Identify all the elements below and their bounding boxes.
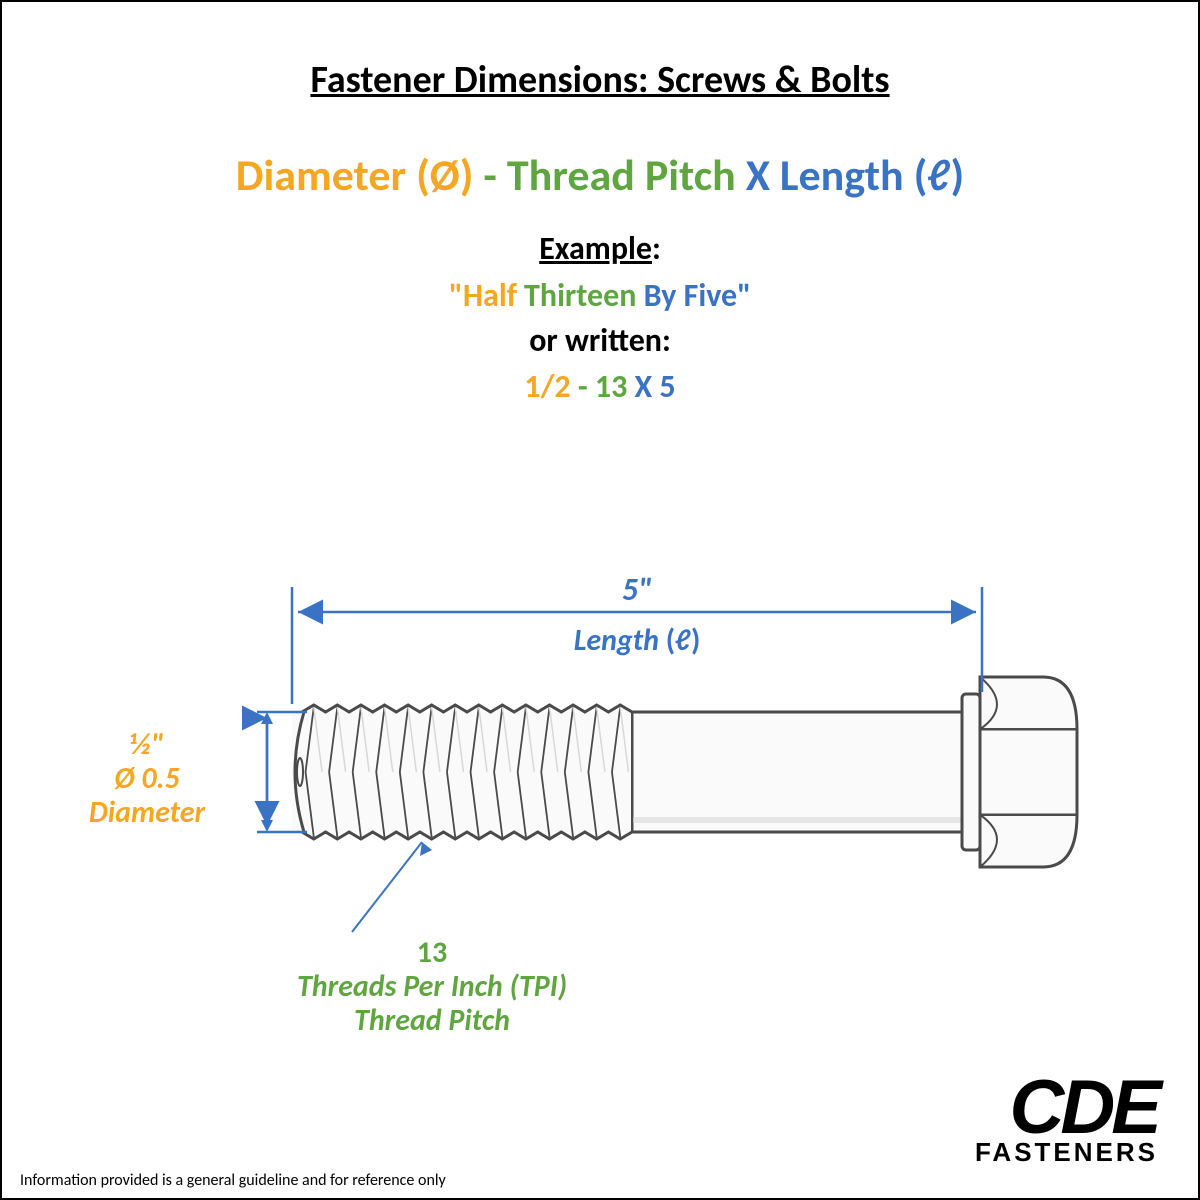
open-quote: " (449, 276, 463, 315)
written-dash: - (571, 367, 595, 406)
bolt-diagram: 5" Length (ℓ) ½"Ø 0.5Diameter 13Threads Per… (2, 542, 1200, 1042)
formula-length: Length (ℓ) (780, 148, 964, 202)
footer-disclaimer: Information provided is a general guidel… (20, 1171, 446, 1190)
logo-text-small: FASTENERS (975, 1137, 1158, 1168)
svg-text:Thread Pitch: Thread Pitch (354, 1002, 510, 1039)
svg-text:5": 5" (622, 570, 652, 609)
written-x: X (627, 367, 659, 406)
spoken-by-five: By Five (636, 276, 737, 315)
svg-text:Length (ℓ): Length (ℓ) (574, 622, 701, 659)
svg-text:13: 13 (417, 934, 447, 971)
written-half: 1/2 (524, 367, 570, 406)
formula-dash: - (473, 148, 506, 202)
formula-diameter: Diameter (Ø) (236, 148, 474, 202)
title-suffix: : Screws & Bolts (638, 57, 890, 103)
example-spoken: "Half Thirteen By Five" (2, 274, 1198, 319)
logo-text-big: CDE (975, 1076, 1158, 1141)
page-title: Fastener Dimensions: Screws & Bolts (2, 57, 1198, 103)
example-written: 1/2 - 13 X 5 (2, 365, 1198, 410)
example-colon: : (652, 229, 661, 268)
example-block: Example: "Half Thirteen By Five" or writ… (2, 227, 1198, 410)
svg-text:Ø 0.5: Ø 0.5 (114, 760, 180, 797)
formula-x: X (736, 148, 780, 202)
svg-text:Diameter: Diameter (89, 794, 206, 831)
svg-text:Threads Per Inch (TPI): Threads Per Inch (TPI) (297, 968, 567, 1005)
formula-line: Diameter (Ø) - Thread Pitch X Length (ℓ) (2, 148, 1198, 202)
formula-pitch: Thread Pitch (507, 148, 736, 202)
bolt-illustration (292, 677, 1077, 867)
or-written-label: or written: (2, 319, 1198, 364)
spoken-half: Half (463, 276, 517, 315)
title-prefix: Fastener Dimensions (310, 57, 638, 103)
spoken-thirteen: Thirteen (517, 276, 637, 315)
svg-text:½": ½" (130, 726, 164, 763)
written-thirteen: 13 (595, 367, 627, 406)
example-label: Example (539, 229, 652, 268)
written-five: 5 (659, 367, 675, 406)
close-quote: " (737, 276, 751, 315)
brand-logo: CDE FASTENERS (975, 1076, 1158, 1168)
